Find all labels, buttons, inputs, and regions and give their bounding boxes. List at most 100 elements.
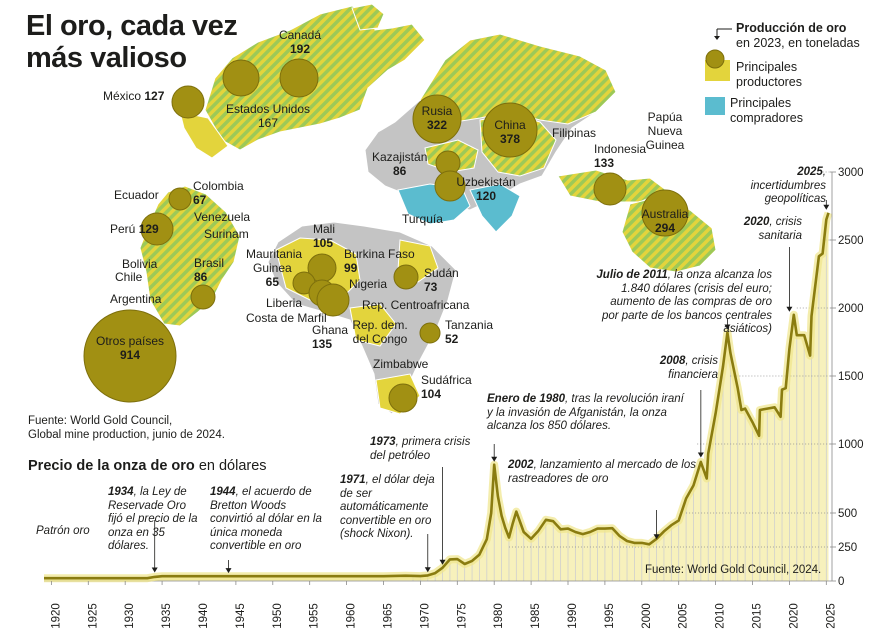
- x-tick-label: 2000: [641, 603, 653, 629]
- map-russia: [419, 33, 617, 125]
- annotation-arrowhead: [225, 568, 232, 574]
- label-peru: Perú 129: [110, 222, 159, 236]
- label-chile: Chile: [115, 270, 143, 284]
- y-tick-label: 2000: [838, 303, 864, 315]
- annotation-arrowhead: [491, 456, 498, 462]
- annotation-2020: 2020, crisis sanitaria: [743, 216, 802, 242]
- x-tick-label: 1925: [87, 603, 99, 629]
- label-burkina: Burkina Faso 99: [344, 247, 415, 275]
- price-line: [44, 212, 830, 580]
- annotation-1980: Enero de 1980, tras la revolución iraní …: [487, 393, 684, 432]
- bubble-tanzania: [419, 322, 441, 344]
- x-tick-label: 1940: [198, 603, 210, 629]
- label-canada: Canadá 192: [278, 28, 322, 56]
- annotation-arrowhead: [697, 452, 704, 458]
- bubble-colombia: [168, 187, 192, 211]
- x-tick-label: 1965: [382, 603, 394, 629]
- map-mexico: [179, 111, 229, 159]
- label-indonesia: Indonesia 133: [594, 142, 647, 170]
- x-tick-label: 2010: [715, 603, 727, 629]
- bubble-south-africa: [388, 383, 418, 413]
- chart-source: Fuente: World Gold Council, 2024.: [645, 564, 822, 576]
- label-russia: Rusia 322: [421, 104, 453, 132]
- page-title: El oro, cada vez más valioso: [26, 10, 238, 74]
- y-tick-label: 1500: [838, 371, 864, 383]
- x-tick-label: 1930: [124, 603, 136, 629]
- annotation-arrowhead: [724, 324, 731, 330]
- legend-production-sub: en 2023, en toneladas: [736, 36, 860, 50]
- x-tick-label: 1985: [530, 603, 542, 629]
- annotation-1973: 1973, primera crisis del petróleo: [370, 436, 471, 462]
- label-ecuador: Ecuador: [114, 188, 159, 202]
- legend-bubble-icon: [705, 49, 725, 69]
- label-mali: Mali 105: [313, 222, 336, 250]
- label-ghana: Ghana 135: [312, 323, 349, 351]
- bubble-canada: [279, 58, 319, 98]
- label-colombia: Colombia 67: [193, 179, 244, 207]
- title-line-1: El oro, cada vez: [26, 10, 238, 42]
- label-philippines: Filipinas: [552, 126, 597, 140]
- map-source: Fuente: World Gold Council, Global mine …: [28, 415, 225, 441]
- bubble-china: [482, 102, 538, 158]
- chart-title-bold: Precio de la onza de oro: [28, 458, 195, 474]
- legend-producers-label: Principales productores: [736, 60, 803, 89]
- label-bolivia: Bolivia: [122, 257, 158, 271]
- y-tick-label: 0: [838, 576, 844, 588]
- x-tick-label: 1920: [50, 603, 62, 629]
- bubble-usa: [222, 59, 260, 97]
- label-mexico: México 127: [103, 89, 165, 103]
- x-tick-label: 1970: [419, 603, 431, 629]
- annotation-arrowhead: [823, 204, 830, 210]
- annotation-2011: Julio de 2011, la onza alcanza los 1.840…: [596, 269, 772, 335]
- x-tick-label: 1960: [346, 603, 358, 629]
- bubble-brasil: [190, 284, 216, 310]
- x-tick-label: 1950: [272, 603, 284, 629]
- annotation-1971: 1971, el dólar deja de ser automáticamen…: [340, 474, 435, 540]
- annotation-2008: 2008, crisis financiera: [659, 355, 718, 381]
- x-tick-label: 2020: [788, 603, 800, 629]
- label-liberia: Liberia: [266, 296, 303, 310]
- y-tick-label: 1000: [838, 439, 864, 451]
- label-papua: Papúa Nueva Guinea: [645, 110, 685, 152]
- label-others: Otros países 914: [95, 334, 165, 362]
- title-line-2: más valioso: [26, 42, 187, 74]
- x-tick-label: 1955: [309, 603, 321, 629]
- x-tick-label: 1995: [604, 603, 616, 629]
- x-tick-label: 1980: [493, 603, 505, 629]
- label-argentina: Argentina: [110, 292, 162, 306]
- price-area: [44, 212, 829, 582]
- legend-buyers-label: Principales compradores: [730, 96, 803, 125]
- label-uzbekistan: Uzbekistán 120: [456, 175, 516, 203]
- label-mauritania: Mauritania: [246, 247, 303, 261]
- legend-buyer-swatch: [705, 97, 725, 115]
- y-tick-label: 250: [838, 542, 857, 554]
- x-tick-label: 1990: [567, 603, 579, 629]
- label-nigeria: Nigeria: [349, 277, 388, 291]
- annotation-2025: 2025, incertidumbres geopolíticas: [750, 166, 826, 205]
- world-map: [83, 3, 732, 415]
- annotation-2002: 2002, lanzamiento al mercado de los rast…: [508, 459, 696, 485]
- label-zimbabwe: Zimbabwe: [373, 357, 429, 371]
- label-turkey: Turquía: [402, 212, 443, 226]
- label-surinam: Surinam: [204, 227, 249, 241]
- label-australia: Australia 294: [641, 207, 689, 235]
- x-tick-label: 1975: [456, 603, 468, 629]
- label-guinea: Guinea 65: [253, 261, 292, 289]
- x-tick-label: 2015: [752, 603, 764, 629]
- bubble-others: [83, 309, 177, 403]
- bubble-indonesia: [593, 172, 627, 206]
- label-tanzania: Tanzania 52: [445, 318, 494, 346]
- chart-title-rest: en dólares: [194, 458, 267, 474]
- bubble-russia: [412, 94, 462, 144]
- label-usa: Estados Unidos 167: [225, 102, 311, 130]
- map-drc: [349, 303, 397, 347]
- bubble-sudan: [393, 264, 419, 290]
- annotation-arrowhead: [653, 534, 660, 540]
- label-congo: Rep. dem. del Congo: [352, 318, 408, 346]
- bubble-australia: [641, 189, 689, 237]
- x-tick-label: 2005: [678, 603, 690, 629]
- bubble-peru: [140, 212, 174, 246]
- annotation-patron-oro: Patrón oro: [36, 525, 90, 537]
- label-costa-de-marfil: Costa de Marfil: [246, 311, 327, 325]
